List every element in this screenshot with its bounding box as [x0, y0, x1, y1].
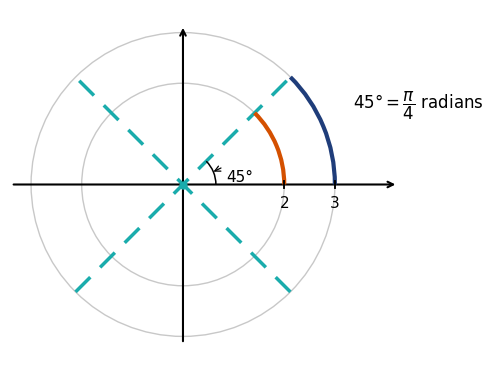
Text: $45°= \dfrac{\pi}{4}$ radians: $45°= \dfrac{\pi}{4}$ radians [353, 90, 483, 122]
Text: 45°: 45° [226, 170, 253, 185]
Text: 2: 2 [280, 196, 289, 211]
Text: 3: 3 [330, 196, 340, 211]
